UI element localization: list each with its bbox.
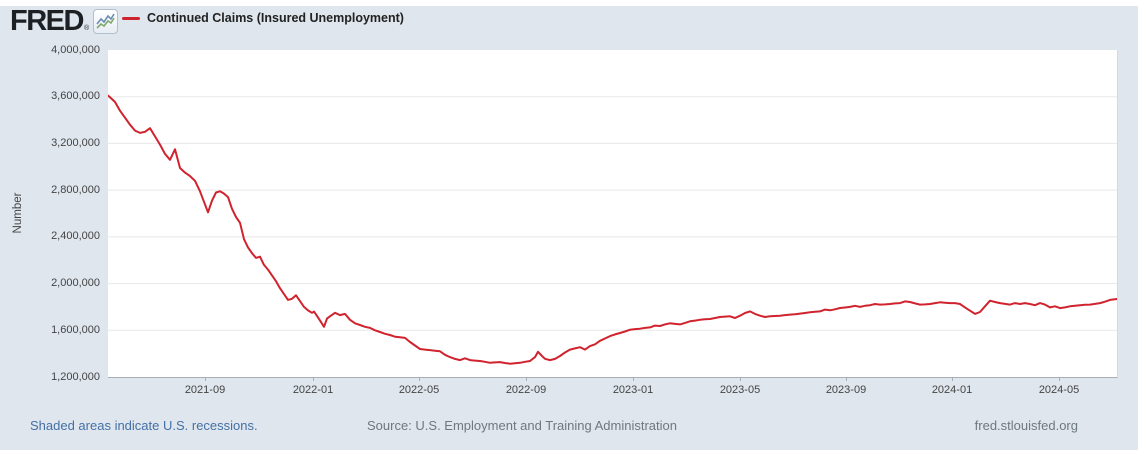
x-tick-mark	[313, 377, 314, 381]
x-tick-label: 2022-05	[398, 384, 440, 396]
x-tick-mark	[740, 377, 741, 381]
sparkline-chart-icon	[93, 8, 119, 34]
x-tick-mark	[1059, 377, 1060, 381]
series-color-swatch	[122, 16, 140, 20]
fred-logo-text: FRED	[10, 5, 84, 37]
legend: Continued Claims (Insured Unemployment)	[122, 11, 404, 25]
series-line-chart	[108, 94, 1117, 365]
x-tick-mark	[205, 377, 206, 381]
x-tick-mark	[419, 377, 420, 381]
x-tick-label: 2023-05	[719, 384, 761, 396]
recession-note-link[interactable]: Shaded areas indicate U.S. recessions.	[30, 418, 258, 433]
x-tick-mark	[526, 377, 527, 381]
x-tick-label: 2024-01	[931, 384, 973, 396]
x-tick-mark	[846, 377, 847, 381]
y-tick-label: 2,000,000	[51, 277, 100, 290]
y-tick-label: 2,800,000	[51, 183, 100, 196]
site-link[interactable]: fred.stlouisfed.org	[974, 418, 1078, 433]
series-label[interactable]: Continued Claims (Insured Unemployment)	[147, 11, 404, 25]
series-line	[108, 94, 1117, 365]
y-tick-label: 3,600,000	[51, 90, 100, 103]
y-tick-label: 3,200,000	[51, 136, 100, 149]
x-tick-label: 2021-09	[184, 384, 226, 396]
y-tick-label: 1,600,000	[51, 323, 100, 336]
x-tick-label: 2023-09	[825, 384, 867, 396]
x-tick-label: 2022-09	[505, 384, 547, 396]
y-tick-label: 2,400,000	[51, 230, 100, 243]
fred-logo[interactable]: FRED ®	[10, 5, 119, 37]
registered-trademark: ®	[83, 25, 90, 32]
source-text: Source: U.S. Employment and Training Adm…	[367, 418, 677, 433]
y-axis-title: Number	[12, 192, 24, 234]
y-tick-label: 4,000,000	[51, 43, 100, 56]
x-tick-mark	[952, 377, 953, 381]
chart-plot-area[interactable]	[108, 50, 1118, 378]
x-tick-mark	[633, 377, 634, 381]
x-tick-label: 2022-01	[292, 384, 334, 396]
y-tick-label: 1,200,000	[51, 370, 100, 383]
x-tick-label: 2024-05	[1038, 384, 1080, 396]
top-strip	[0, 0, 1138, 6]
x-tick-label: 2023-01	[612, 384, 654, 396]
